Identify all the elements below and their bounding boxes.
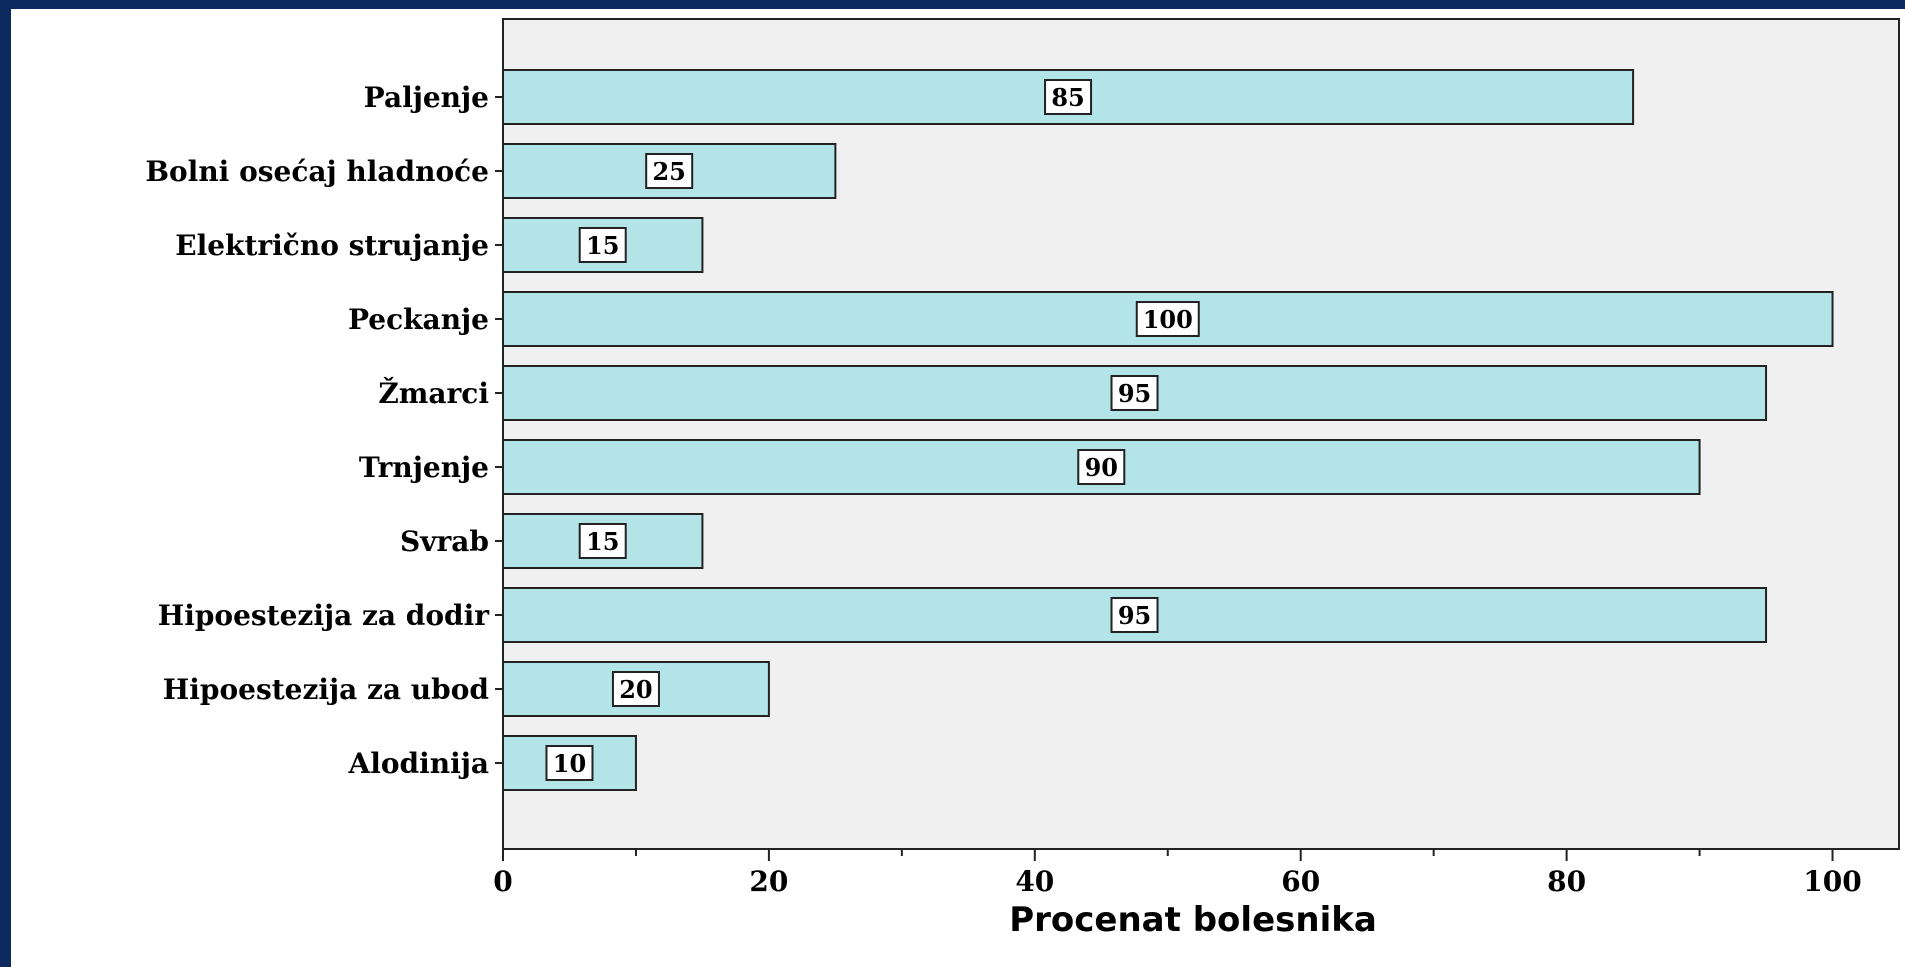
category-label: Bolni osećaj hladnoće <box>145 155 489 188</box>
value-label-box <box>1077 449 1126 485</box>
category-label: Paljenje <box>364 81 489 114</box>
value-label-box <box>1044 79 1093 115</box>
x-axis: 0 20 40 60 80 100 <box>493 849 1862 898</box>
value-label: 90 <box>1085 453 1118 482</box>
x-tick-label: 100 <box>1803 865 1861 898</box>
x-tick-label: 80 <box>1547 865 1586 898</box>
x-tick-label: 60 <box>1281 865 1320 898</box>
x-tick-label: 0 <box>493 865 512 898</box>
category-label: Hipoestezija za dodir <box>158 599 490 632</box>
category-labels-group: Paljenje Bolni osećaj hladnoće Električno … <box>145 81 503 780</box>
value-label-box <box>578 523 627 559</box>
category-label: Žmarci <box>378 377 489 410</box>
value-label-box <box>645 153 694 189</box>
value-label: 85 <box>1051 83 1084 112</box>
value-label-box <box>1135 301 1200 337</box>
figure-frame: 85 25 15 100 95 90 15 95 20 10 Paljenje Bolni oseć… <box>11 9 1905 967</box>
value-label: 95 <box>1118 379 1151 408</box>
value-label: 95 <box>1118 601 1151 630</box>
x-tick-label: 20 <box>749 865 788 898</box>
bars-group: 85 25 15 100 95 90 15 95 20 10 <box>502 69 1834 791</box>
bar-chart: 85 25 15 100 95 90 15 95 20 10 Paljenje Bolni oseć… <box>145 18 1900 940</box>
category-label: Alodinija <box>347 747 489 780</box>
value-label-box <box>1110 375 1159 411</box>
value-label: 15 <box>586 527 619 556</box>
category-label: Svrab <box>400 525 489 558</box>
x-axis-title: Procenat bolesnika <box>1009 900 1377 940</box>
value-label: 25 <box>652 157 685 186</box>
value-label-box <box>611 671 660 707</box>
value-label: 10 <box>553 749 586 778</box>
value-label: 100 <box>1143 305 1193 334</box>
value-label-box <box>578 227 627 263</box>
value-label: 20 <box>619 675 652 704</box>
category-label: Peckanje <box>348 303 489 336</box>
category-label: Hipoestezija za ubod <box>163 673 489 706</box>
x-tick-label: 40 <box>1015 865 1054 898</box>
category-label: Električno strujanje <box>175 229 489 262</box>
category-label: Trnjenje <box>359 451 489 484</box>
value-label-box <box>545 745 594 781</box>
value-label-box <box>1110 597 1159 633</box>
value-label: 15 <box>586 231 619 260</box>
